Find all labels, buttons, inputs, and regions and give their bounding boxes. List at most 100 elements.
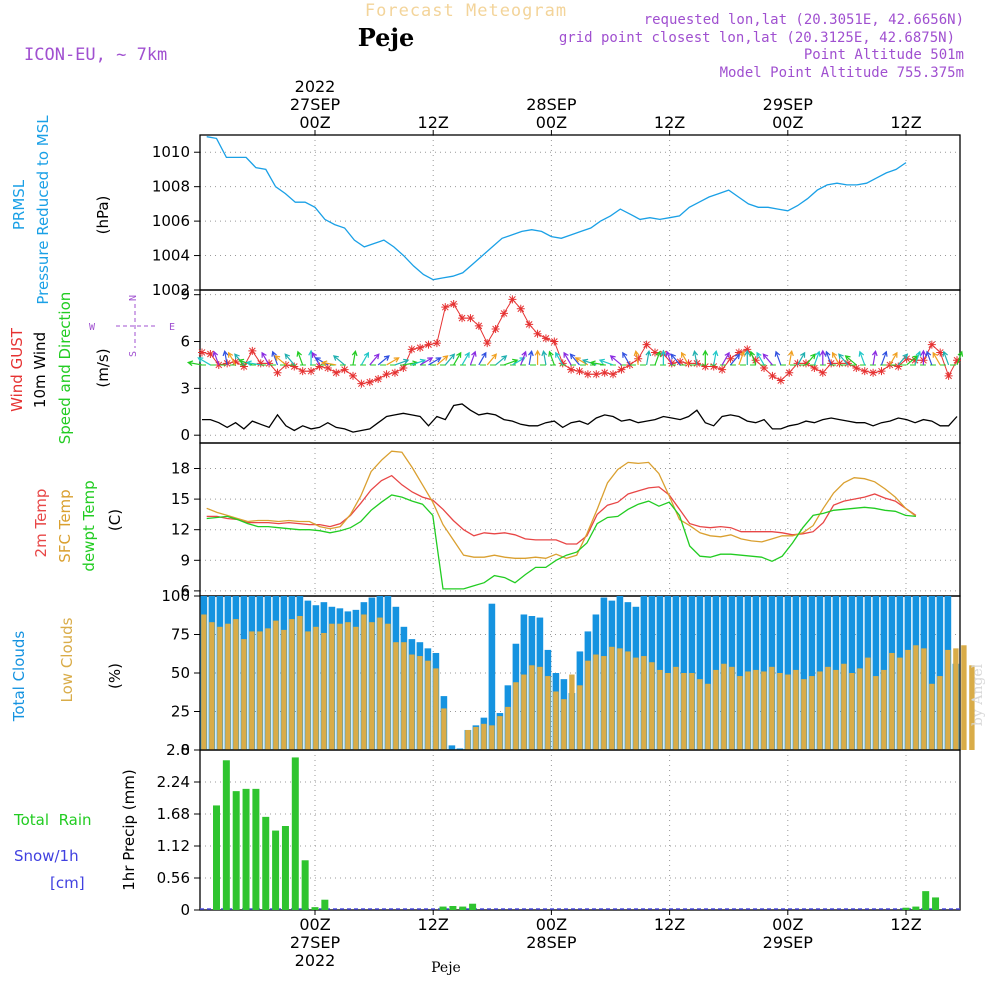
panel-precip: 0 0.56 1.12 1.68 2.24 2.8 <box>157 741 961 919</box>
precip-panel-labels: Total Rain Snow/1h [cm] 1hr Precip (mm) <box>13 769 138 892</box>
wind-10m-line <box>202 403 958 433</box>
gust-point <box>231 357 240 366</box>
gust-point <box>751 356 760 365</box>
gust-point <box>860 367 869 376</box>
low-cloud-bar <box>265 628 271 750</box>
rain-bar <box>252 788 260 910</box>
low-cloud-bar <box>769 666 775 750</box>
gust-point <box>541 334 550 343</box>
bottom-time-label: 00Z <box>772 915 803 934</box>
pressure-y-tick-label: 1008 <box>152 178 190 196</box>
rain-bar <box>449 906 457 910</box>
wind-arrow <box>749 350 757 366</box>
gust-point <box>416 343 425 352</box>
wind-y-tick-label: 3 <box>180 379 190 397</box>
cloud-y-tick-label: 0 <box>180 741 190 759</box>
temp-unit: (C) <box>106 509 124 531</box>
low-cloud-bar <box>409 654 415 750</box>
wind-arrow <box>665 350 673 366</box>
gust-point <box>617 365 626 374</box>
cloud-y-tick-label: 50 <box>171 664 190 682</box>
wind-y-tick-label: 9 <box>180 286 190 304</box>
low-cloud-bar <box>289 619 295 750</box>
wind-arrow <box>222 349 229 366</box>
temp-y-tick-label: 15 <box>171 490 190 508</box>
low-cloud-bar <box>761 671 767 750</box>
low-cloud-bar <box>553 691 559 750</box>
low-cloud-bar <box>297 616 303 750</box>
low-cloud-bar <box>681 673 687 750</box>
gust-point <box>634 354 643 363</box>
gust-point <box>810 364 819 373</box>
top-time-label: 28SEP <box>526 95 577 114</box>
wind-arrow <box>897 353 909 366</box>
gust-point <box>265 359 274 368</box>
grid-point-coords: grid point closest lon,lat (20.3125E, 42… <box>559 30 955 46</box>
low-cloud-bar <box>745 671 751 750</box>
wind-arrow <box>838 353 849 366</box>
low-cloud-bar <box>329 623 335 750</box>
low-cloud-bar <box>593 654 599 750</box>
gust-point <box>760 364 769 373</box>
wind-arrow <box>261 351 270 366</box>
bottom-time-label: 2022 <box>295 951 336 970</box>
panel-wind: 0 3 6 9 <box>180 286 964 444</box>
low-cloud-bar <box>433 668 439 750</box>
wind-arrow <box>788 349 794 366</box>
low-cloud-bar <box>473 726 479 750</box>
wind-arrow <box>889 351 898 366</box>
pressure-y-tick-label: 1004 <box>152 247 190 265</box>
total-cloud-bar <box>448 745 456 750</box>
gust-point <box>793 359 802 368</box>
cloud-panel-labels: Total Clouds Low Clouds (%) <box>10 617 124 722</box>
wind-arrow <box>609 355 622 366</box>
pressure-unit: (hPa) <box>94 196 112 235</box>
low-cloud-bar <box>321 632 327 750</box>
wind-arrow <box>321 360 337 367</box>
low-cloud-bar <box>577 685 583 750</box>
wind-arrow <box>555 351 564 366</box>
gust-point <box>374 374 383 383</box>
wind-arrow <box>238 358 253 366</box>
gust-point <box>651 348 659 357</box>
wind-arrow <box>528 349 534 366</box>
wind-arrow <box>197 357 211 366</box>
gust-point <box>877 367 886 376</box>
wind-arrow <box>925 350 933 366</box>
low-cloud-bar <box>585 660 591 750</box>
low-cloud-bar <box>505 706 511 750</box>
low-cloud-bar <box>305 631 311 750</box>
wind-arrow <box>411 358 427 366</box>
gust-point <box>684 359 693 368</box>
gust-point <box>676 357 685 366</box>
low-cloud-bar <box>385 623 391 750</box>
bottom-time-label: 28SEP <box>526 933 577 952</box>
wind-arrow <box>563 351 572 366</box>
wind-arrow <box>744 349 751 365</box>
cloud-unit: (%) <box>106 663 124 689</box>
precip-y-tick-label: 0.56 <box>157 869 190 887</box>
gust-point <box>466 314 475 323</box>
wind-arrow <box>831 351 841 366</box>
gust-point <box>365 378 374 387</box>
requested-coords: requested lon,lat (20.3051E, 42.6656N) <box>644 12 964 28</box>
gust-point <box>516 304 525 313</box>
top-time-label: 00Z <box>772 113 803 132</box>
total-cloud-bar <box>784 596 792 750</box>
low-cloud-bar <box>937 676 943 750</box>
wind-arrow <box>503 358 519 366</box>
wind-arrow <box>478 351 487 366</box>
gust-point <box>575 367 584 376</box>
low-cloud-bar <box>689 673 695 750</box>
low-cloud-bar <box>537 666 543 750</box>
gust-point <box>885 360 894 369</box>
low-cloud-bar <box>953 648 959 750</box>
rain-bar <box>469 903 477 910</box>
low-cloud-bar <box>969 665 975 750</box>
precip-y-tick-label: 1.68 <box>157 805 190 823</box>
low-cloud-bar <box>841 663 847 750</box>
gust-point <box>550 337 559 346</box>
top-time-label: 00Z <box>536 113 567 132</box>
low-cloud-bar <box>201 614 207 750</box>
